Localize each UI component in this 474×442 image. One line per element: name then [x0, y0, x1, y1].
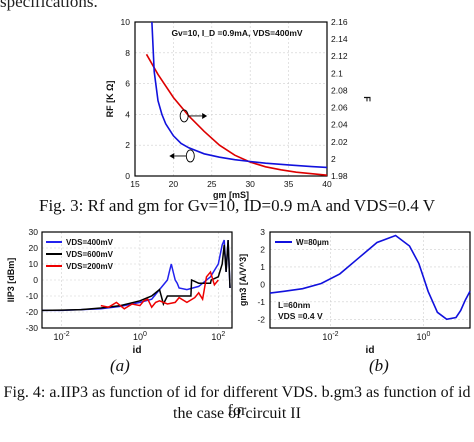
fig3-ylabel-right: F [362, 96, 372, 102]
fig3-title: Gv=10, I_D =0.9mA, VDS=400mV [171, 28, 302, 38]
fig4a-series-2 [100, 270, 219, 310]
fig4a-ytick: 10 [29, 259, 39, 269]
fig3-ytick: 0 [125, 171, 130, 181]
fig3-ytick-right: 2.06 [331, 103, 348, 113]
fig4b-xlabel: id [366, 345, 375, 356]
fig4b-ytick: 0 [260, 279, 265, 289]
fig4a-xtick: 102 [211, 331, 225, 342]
fig3-xtick: 20 [169, 179, 179, 189]
fig3-arrowhead-right [202, 112, 208, 119]
fig3-ylabel: RF [K Ω] [105, 81, 115, 118]
fig4b-xtick: 100 [417, 331, 431, 342]
fig3-arrowhead-left [169, 152, 175, 159]
fig3-ytick: 4 [125, 109, 130, 119]
fig4a-xtick: 10-2 [53, 331, 69, 342]
fig3-marker-red [179, 109, 189, 123]
fig3-series-0 [145, 53, 328, 176]
fig4a-ytick: -20 [26, 307, 39, 317]
fig4b-ylabel: gm3 [A/V^3] [238, 254, 248, 306]
fig4b-ytick: -1 [257, 297, 265, 307]
fig4b-ytick: 1 [260, 262, 265, 272]
fig4a-legend-label: VDS=400mV [66, 238, 114, 247]
fig4b-ytick: 3 [260, 227, 265, 237]
fig3-ytick: 6 [125, 79, 130, 89]
fig4b-ytick: 2 [260, 244, 265, 254]
fig4a-ytick: -30 [26, 323, 39, 333]
fig3-ytick: 8 [125, 48, 130, 58]
fig4a-ytick: 30 [29, 227, 39, 237]
fig3-xtick: 25 [207, 179, 217, 189]
fig3-ytick-right: 2.12 [331, 51, 348, 61]
fig4a-chart: 10-2 100 102 -30 -20 -10 0 10 20 30 id IIP3 [dBm] VD… [6, 227, 233, 356]
fig4b-xtick: 10-2 [322, 331, 338, 342]
fig4b-label: (b) [369, 356, 389, 375]
fig3-frame [134, 21, 328, 177]
fig3-ytick-right: 2 [331, 154, 336, 164]
fig4a-legend-label: VDS=200mV [66, 262, 114, 271]
fig4b-annotation-length: L=60nm [278, 300, 311, 310]
fig3-xtick: 40 [322, 179, 332, 189]
fig4a-series-0 [42, 239, 231, 312]
fig3-ytick-right: 2.16 [331, 17, 348, 27]
fig3-ytick-right: 1.98 [331, 171, 348, 181]
fig4-caption-line1: Fig. 4: a.IIP3 as function of id for dif… [3, 384, 471, 419]
fig4a-frame [41, 231, 233, 329]
fig4a-ylabel: IIP3 [dBm] [6, 258, 16, 303]
fig3-ytick-right: 2.1 [331, 68, 343, 78]
fig4-caption-line2: the case of circuit II [173, 405, 301, 422]
fig3-ytick-right: 2.14 [331, 34, 348, 44]
fig3-ytick-right: 2.04 [331, 120, 348, 130]
fig3-ytick: 2 [125, 140, 130, 150]
fig4a-ytick: 20 [29, 243, 39, 253]
fig4a-xtick: 100 [133, 331, 147, 342]
fig3-ytick: 10 [121, 17, 131, 27]
fig3-xlabel: gm [mS] [213, 190, 249, 200]
fig4b-frame [269, 231, 471, 329]
fig4a-label: (a) [110, 356, 130, 375]
fig3-ytick-right: 2.02 [331, 137, 348, 147]
fig3-xtick: 15 [130, 179, 140, 189]
fig3-chart: 15 20 25 30 35 40 0 2 4 6 8 10 1.98 2 2.02 2.04 2.06 2.08… [105, 17, 372, 200]
fig4a-ytick: -10 [26, 291, 39, 301]
fig3-series-1 [151, 21, 328, 169]
fig4b-chart: 10-2 100 -2 -1 0 1 2 3 id gm3 [A/V^3] W=80µm L=60nm… [238, 227, 471, 356]
fig4b-annotation-vds: VDS =0.4 V [278, 311, 323, 321]
fig3-caption: Fig. 3: Rf and gm for Gv=10, ID=0.9 mA a… [39, 196, 435, 215]
previous-text-fragment: specifications. [0, 0, 98, 11]
fig4b-ytick: -2 [257, 314, 265, 324]
fig3-xtick: 30 [245, 179, 255, 189]
fig4a-ytick: 0 [33, 275, 38, 285]
fig4a-legend-label: VDS=600mV [66, 250, 114, 259]
fig3-ytick-right: 2.08 [331, 85, 348, 95]
fig3-marker-blue [185, 149, 195, 163]
fig4a-xlabel: id [133, 345, 142, 356]
fig4b-legend-label: W=80µm [296, 238, 329, 247]
fig4b-series-0 [269, 234, 471, 321]
fig3-xtick: 35 [284, 179, 294, 189]
